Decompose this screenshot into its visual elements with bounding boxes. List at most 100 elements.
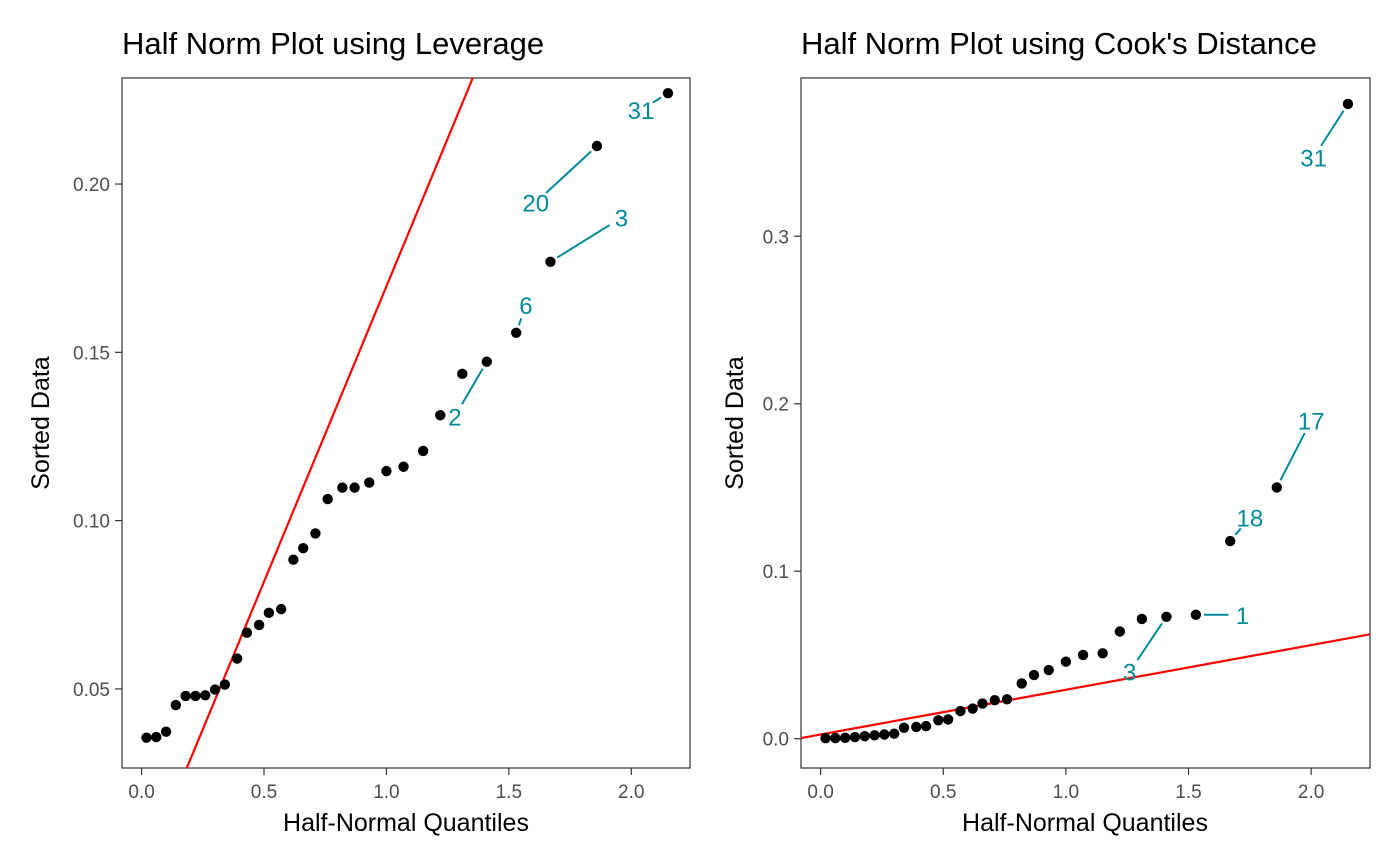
leverage-data-point [481, 356, 492, 367]
leverage-data-point [170, 699, 182, 711]
cooks-reference-line-segment [800, 633, 1371, 740]
leverage-data-point [310, 528, 321, 539]
leverage-data-point [364, 477, 375, 488]
leverage-data-point [510, 327, 522, 338]
leverage-axis-ticks: 0.0 0.5 1.0 1.5 2.0 0.05 0.10 0.15 0.20 [73, 175, 644, 803]
leverage-data-point [151, 731, 162, 743]
leverage-data-point [349, 482, 360, 493]
cooks-point-label: 1 [1236, 603, 1249, 630]
leverage-data-point [545, 256, 556, 267]
leverage-data-point [662, 87, 674, 99]
leverage-point-label: 20 [522, 191, 549, 218]
leverage-data-point [398, 461, 409, 472]
leverage-data-point [263, 607, 275, 619]
leverage-data-point [209, 684, 221, 695]
cooks-data-point [879, 729, 890, 740]
cooks-data-point [839, 732, 851, 744]
leverage-data-point [457, 368, 468, 380]
cooks-data-point [888, 728, 900, 739]
cooks-data-point [1028, 669, 1040, 681]
leverage-x-axis-title: Half-Normal Quantiles [283, 809, 529, 837]
cooks-y-tick-label: 0.2 [763, 395, 789, 416]
leverage-data-point [297, 543, 309, 554]
cooks-data-point [933, 715, 944, 726]
cooks-point-label: 18 [1236, 506, 1263, 533]
leverage-y-tick-label: 0.10 [73, 512, 110, 533]
leverage-point-label: 3 [615, 206, 628, 233]
cooks-data-point [820, 732, 831, 744]
cooks-data-point [1161, 611, 1172, 622]
leverage-data-point [417, 445, 429, 457]
cooks-data-point [898, 722, 910, 734]
cooks-data-point [1097, 648, 1108, 659]
cooks-panel: Half Norm Plot using Cook's Distance Hal… [721, 26, 1371, 837]
cooks-plot-frame [800, 77, 1371, 769]
leverage-data-point [337, 482, 348, 493]
leverage-label-leader [517, 318, 523, 326]
cooks-x-tick-label: 1.0 [1053, 782, 1079, 803]
cooks-data-point [830, 732, 841, 744]
cooks-data-point [849, 731, 861, 743]
cooks-x-tick-label: 0.5 [930, 782, 956, 803]
leverage-data-point [288, 554, 299, 565]
leverage-plot-frame [121, 77, 691, 769]
cooks-data-point [955, 705, 966, 717]
leverage-x-tick-label: 1.0 [373, 782, 399, 803]
cooks-label-leader [1136, 622, 1163, 661]
leverage-label-leader [461, 368, 484, 405]
leverage-reference-line-segment [185, 77, 474, 769]
leverage-point-label: 6 [519, 293, 532, 320]
cooks-data-point [1136, 613, 1148, 625]
cooks-data-point [1190, 609, 1202, 620]
cooks-points [820, 98, 1354, 744]
cooks-title: Half Norm Plot using Cook's Distance [801, 26, 1317, 61]
cooks-point-labels: 31 17 18 1 3 [1123, 110, 1345, 687]
leverage-point-label: 2 [448, 404, 461, 431]
cooks-point-label: 31 [1300, 146, 1327, 173]
leverage-title: Half Norm Plot using Leverage [122, 26, 544, 61]
leverage-label-leader [652, 96, 662, 104]
cooks-data-point [1342, 98, 1354, 110]
cooks-x-axis-title: Half-Normal Quantiles [962, 809, 1208, 837]
cooks-data-point [989, 694, 1000, 706]
leverage-x-tick-label: 0.5 [251, 782, 277, 803]
leverage-label-leader [556, 224, 611, 259]
cooks-data-point [1077, 649, 1089, 661]
cooks-data-point [1225, 535, 1236, 547]
leverage-label-leader [545, 150, 592, 194]
cooks-point-label: 3 [1123, 660, 1136, 687]
cooks-data-point [1043, 664, 1054, 676]
cooks-point-label: 17 [1298, 408, 1325, 435]
leverage-points [141, 87, 674, 743]
leverage-panel: Half Norm Plot using Leverage Half-Norma… [27, 26, 691, 837]
cooks-reference-line [800, 633, 1371, 740]
leverage-data-point [231, 653, 243, 664]
cooks-axis-ticks: 0.0 0.5 1.0 1.5 2.0 0.0 0.1 0.2 0.3 [763, 227, 1325, 803]
leverage-data-point [180, 690, 191, 702]
cooks-data-point [869, 730, 880, 741]
cooks-label-leader [1279, 432, 1306, 481]
leverage-y-axis-title: Sorted Data [27, 356, 55, 490]
leverage-data-point [200, 690, 211, 701]
cooks-y-tick-label: 0.1 [763, 562, 789, 583]
cooks-y-axis-title: Sorted Data [721, 356, 749, 490]
cooks-data-point [859, 730, 870, 742]
leverage-y-tick-label: 0.20 [73, 175, 110, 196]
cooks-data-point [1060, 656, 1072, 667]
cooks-data-point [920, 720, 932, 732]
cooks-label-leader [1320, 110, 1345, 147]
leverage-data-point [160, 726, 172, 737]
cooks-x-tick-label: 0.0 [807, 782, 833, 803]
cooks-y-tick-label: 0.0 [763, 730, 789, 751]
cooks-data-point [967, 703, 978, 714]
cooks-y-tick-label: 0.3 [763, 227, 789, 248]
cooks-data-point [942, 714, 954, 725]
cooks-data-point [911, 721, 922, 733]
leverage-x-tick-label: 1.5 [496, 782, 522, 803]
leverage-y-tick-label: 0.15 [73, 343, 110, 364]
leverage-data-point [190, 690, 201, 702]
cooks-x-tick-label: 1.5 [1175, 782, 1201, 803]
leverage-data-point [253, 619, 265, 631]
leverage-point-labels: 31 20 3 6 2 [448, 96, 662, 431]
